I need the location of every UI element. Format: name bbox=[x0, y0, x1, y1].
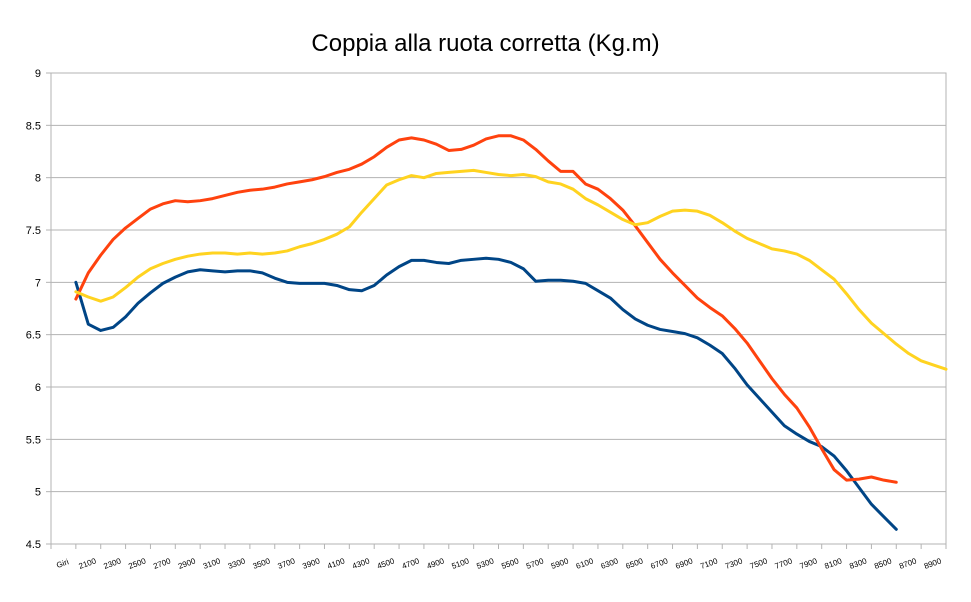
y-tick-label: 8.5 bbox=[26, 120, 41, 132]
x-tick-label: 6500 bbox=[624, 556, 644, 571]
x-tick-label: 4300 bbox=[351, 556, 371, 571]
x-tick-label: 4500 bbox=[376, 556, 396, 571]
series-line-2 bbox=[74, 134, 898, 484]
x-tick-label: 8900 bbox=[923, 556, 943, 571]
x-tick-label: 3100 bbox=[202, 556, 222, 571]
x-tick-label: 2900 bbox=[177, 556, 197, 571]
x-tick-label: 5900 bbox=[550, 556, 570, 571]
x-tick-label: 5100 bbox=[450, 556, 470, 571]
x-tick-label: 2500 bbox=[127, 556, 147, 571]
axes bbox=[46, 72, 947, 549]
chart-title: Coppia alla ruota corretta (Kg.m) bbox=[311, 30, 660, 57]
x-tick-label: 4100 bbox=[326, 556, 346, 571]
x-tick-label: 5700 bbox=[525, 556, 545, 571]
x-tick-label: 3300 bbox=[227, 556, 247, 571]
x-tick-label: Giri bbox=[55, 557, 70, 570]
x-tick-label: 7100 bbox=[699, 556, 719, 571]
y-tick-label: 4.5 bbox=[26, 539, 41, 551]
x-tick-label: 7300 bbox=[724, 556, 744, 571]
x-tick-label: 8100 bbox=[823, 556, 843, 571]
x-tick-label: 7900 bbox=[799, 556, 819, 571]
y-tick-label: 8 bbox=[35, 173, 41, 185]
x-tick-label: 4900 bbox=[426, 556, 446, 571]
x-tick-label: 6700 bbox=[649, 556, 669, 571]
x-tick-label: 7700 bbox=[774, 556, 794, 571]
x-tick-label: 8500 bbox=[873, 556, 893, 571]
x-tick-label: 6100 bbox=[575, 556, 595, 571]
x-tick-label: 3500 bbox=[252, 556, 272, 571]
x-tick-label: 4700 bbox=[401, 556, 421, 571]
y-tick-label: 6.5 bbox=[26, 330, 41, 342]
y-tick-label: 7 bbox=[35, 277, 41, 289]
x-tick-label: 2100 bbox=[78, 556, 98, 571]
x-tick-label: 3900 bbox=[301, 556, 321, 571]
x-tick-label: 6300 bbox=[600, 556, 620, 571]
x-tick-label: 8700 bbox=[898, 556, 918, 571]
x-tick-label: 7500 bbox=[749, 556, 769, 571]
x-tick-label: 5500 bbox=[500, 556, 520, 571]
y-tick-label: 5 bbox=[35, 487, 41, 499]
y-tick-label: 6 bbox=[35, 382, 41, 394]
y-tick-label: 9 bbox=[35, 68, 41, 80]
x-tick-label: 3700 bbox=[276, 556, 296, 571]
series-line-3 bbox=[74, 168, 948, 371]
y-tick-label: 7.5 bbox=[26, 225, 41, 237]
y-tick-label: 5.5 bbox=[26, 434, 41, 446]
x-tick-label: 2700 bbox=[152, 556, 172, 571]
x-tick-label: 6900 bbox=[674, 556, 694, 571]
series-lines bbox=[74, 134, 948, 531]
x-tick-label: 8300 bbox=[848, 556, 868, 571]
series-line-1 bbox=[74, 256, 898, 531]
x-tick-label: 5300 bbox=[475, 556, 495, 571]
plot-area bbox=[51, 73, 946, 544]
x-tick-label: 2300 bbox=[102, 556, 122, 571]
